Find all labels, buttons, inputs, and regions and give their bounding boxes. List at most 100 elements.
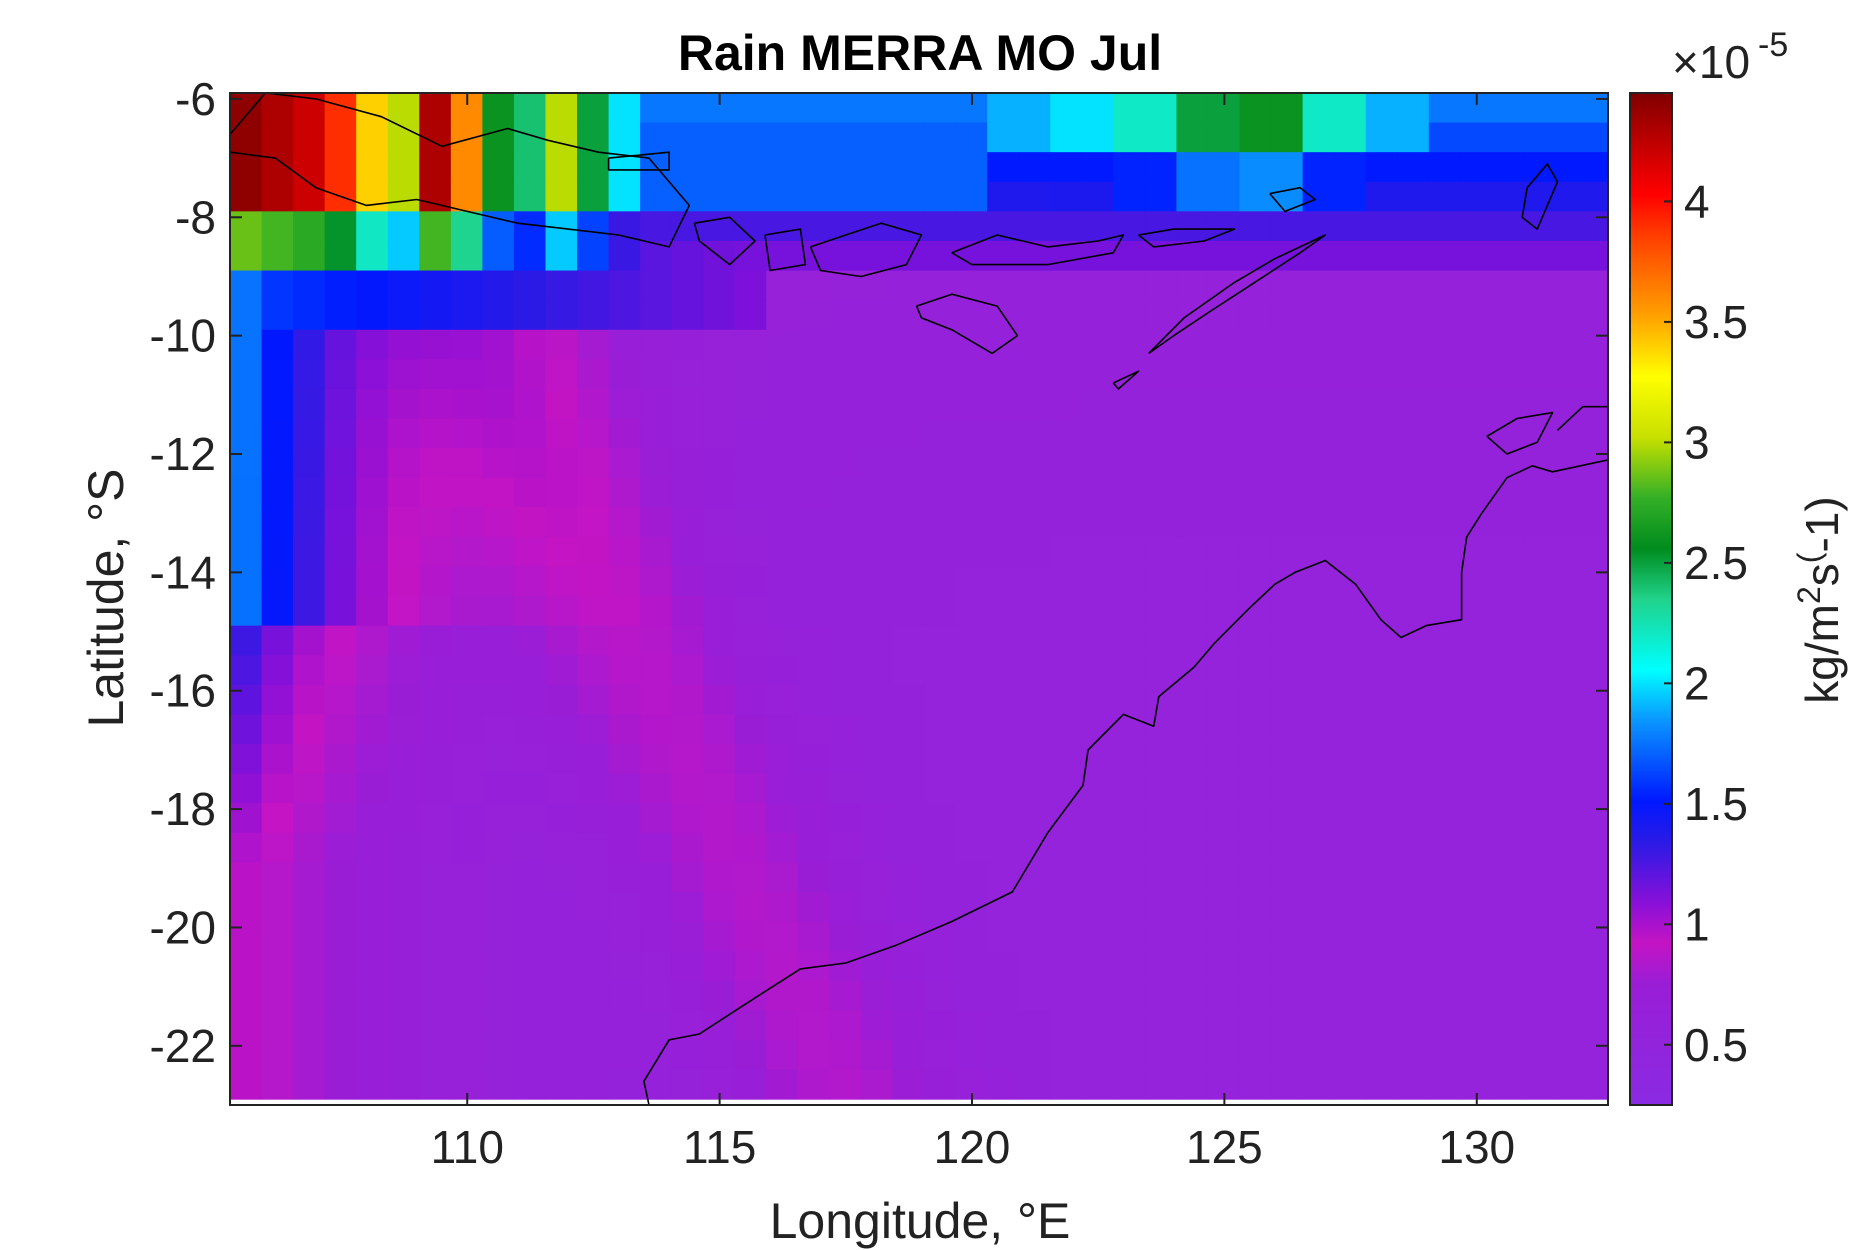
heatmap-cell [1271,181,1304,212]
heatmap-cell [892,536,925,568]
heatmap-cell [955,359,988,390]
heatmap-cell [1113,980,1146,1011]
heatmap-cell [1207,507,1241,538]
heatmap-cell [482,773,515,804]
heatmap-cell [1365,1010,1398,1041]
heatmap-cell [387,773,420,804]
heatmap-cell [640,743,673,775]
heatmap-cell [1018,240,1051,272]
heatmap-cell [261,566,294,597]
heatmap-cell [577,803,610,834]
heatmap-cell [955,240,988,272]
heatmap-cell [829,388,862,420]
heatmap-cell [293,921,326,952]
heatmap-cell [1586,596,1608,627]
heatmap-cell [640,862,673,893]
heatmap-cell [924,684,957,715]
heatmap-cell [356,1010,389,1041]
heatmap-cell [1555,773,1588,804]
heatmap-cell [1144,951,1178,982]
heatmap-cell [860,714,894,745]
heatmap-cell [1428,951,1461,982]
heatmap-cell [230,596,263,627]
heatmap-cell [1176,181,1209,212]
heatmap-cell [640,1010,673,1041]
x-tick-label: 125 [1186,1121,1263,1173]
heatmap-cell [1144,477,1178,508]
heatmap-cell [987,448,1020,479]
heatmap-cell [829,803,862,834]
heatmap-cell [987,803,1020,834]
heatmap-cell [1555,596,1588,627]
heatmap-cell [387,625,420,656]
heatmap-cell [482,596,515,627]
heatmap-cell [482,921,515,952]
colorbar [1629,92,1673,1106]
heatmap-cell [671,832,704,863]
heatmap-cell [230,240,263,272]
heatmap-cell [545,773,578,804]
heatmap-cell [1271,329,1304,360]
heatmap-cell [1302,152,1335,183]
heatmap-cell [1271,1069,1304,1100]
heatmap-cell [1018,388,1051,420]
heatmap-cell [703,921,736,952]
heatmap-cell [1239,625,1272,656]
heatmap-cell [734,93,767,124]
heatmap-cell [671,1069,704,1100]
heatmap-cell [1144,300,1178,331]
heatmap-cell [1523,270,1556,301]
heatmap-cell [450,773,483,804]
heatmap-cell [766,1069,799,1100]
heatmap-cell [1302,300,1335,331]
heatmap-cell [1018,536,1051,568]
heatmap-cell [1176,448,1209,479]
heatmap-cell [734,596,767,627]
heatmap-cell [987,1010,1020,1041]
heatmap-cell [860,211,894,242]
heatmap-cell [356,388,389,420]
heatmap-cell [955,507,988,538]
heatmap-cell [1586,625,1608,656]
heatmap-cell [608,980,641,1011]
colorbar-scale-prefix: ×10 [1672,36,1750,88]
heatmap-cell [419,536,452,568]
y-tick-label: -16 [150,665,216,717]
heatmap-cell [1397,743,1430,775]
heatmap-cell [356,684,389,715]
heatmap-cell [1207,240,1241,272]
heatmap-cell [1113,891,1146,923]
heatmap-cell [924,122,957,153]
heatmap-cell [1018,359,1051,390]
heatmap-cell [766,1039,799,1071]
heatmap-cell [482,536,515,568]
heatmap-cell [1018,1069,1051,1100]
heatmap-cell [1397,625,1430,656]
heatmap-cell [324,507,357,538]
heatmap-cell [293,803,326,834]
heatmap-cell [1491,388,1525,420]
heatmap-cell [987,1039,1020,1071]
heatmap-cell [797,980,831,1011]
heatmap-cell [703,448,736,479]
heatmap-cell [324,862,357,893]
heatmap-cell [860,980,894,1011]
coastline-alor-chain [1138,228,1236,248]
heatmap-cell [1176,596,1209,627]
heatmap-cell [545,477,578,508]
heatmap-cell [1050,270,1083,301]
heatmap-cell [1271,625,1304,656]
heatmap-cell [1460,122,1493,153]
heatmap-cell [419,980,452,1011]
heatmap-cell [1523,625,1556,656]
heatmap-cell [1271,980,1304,1011]
heatmap-cell [1050,448,1083,479]
heatmap-cell [924,862,957,893]
heatmap-cell [1397,240,1430,272]
heatmap-cell [324,714,357,745]
heatmap-cell [734,536,767,568]
heatmap-cell [797,1069,831,1100]
heatmap-cell [1207,980,1241,1011]
heatmap-cell [924,329,957,360]
heatmap-cell [1334,1069,1367,1100]
